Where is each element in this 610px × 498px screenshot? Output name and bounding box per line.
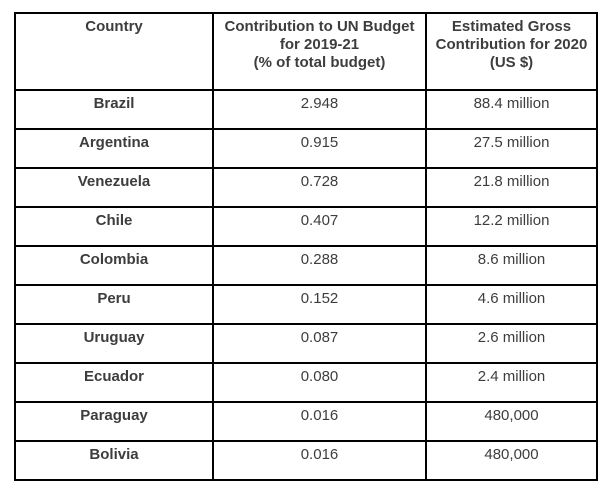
country-cell: Peru — [14, 284, 214, 325]
header-estimated-gross: Estimated Gross Contribution for 2020 (U… — [425, 12, 598, 91]
table-row: Peru 0.152 4.6 million — [14, 284, 598, 325]
country-cell: Paraguay — [14, 401, 214, 442]
contribution-cell: 0.915 — [212, 128, 427, 169]
estimated-gross-cell: 88.4 million — [425, 89, 598, 130]
estimated-gross-cell: 8.6 million — [425, 245, 598, 286]
header-country: Country — [14, 12, 214, 91]
estimated-gross-cell: 12.2 million — [425, 206, 598, 247]
contribution-cell: 0.728 — [212, 167, 427, 208]
estimated-gross-cell: 2.4 million — [425, 362, 598, 403]
country-cell: Bolivia — [14, 440, 214, 481]
estimated-gross-cell: 2.6 million — [425, 323, 598, 364]
estimated-gross-cell: 480,000 — [425, 440, 598, 481]
estimated-gross-cell: 480,000 — [425, 401, 598, 442]
country-cell: Colombia — [14, 245, 214, 286]
table-row: Uruguay 0.087 2.6 million — [14, 323, 598, 364]
table-row: Venezuela 0.728 21.8 million — [14, 167, 598, 208]
contribution-cell: 2.948 — [212, 89, 427, 130]
country-cell: Uruguay — [14, 323, 214, 364]
country-cell: Ecuador — [14, 362, 214, 403]
country-cell: Venezuela — [14, 167, 214, 208]
header-contribution: Contribution to UN Budget for 2019-21 (%… — [212, 12, 427, 91]
contribution-cell: 0.288 — [212, 245, 427, 286]
estimated-gross-cell: 27.5 million — [425, 128, 598, 169]
country-cell: Chile — [14, 206, 214, 247]
estimated-gross-cell: 4.6 million — [425, 284, 598, 325]
contribution-cell: 0.087 — [212, 323, 427, 364]
table-row: Colombia 0.288 8.6 million — [14, 245, 598, 286]
header-row: Country Contribution to UN Budget for 20… — [14, 12, 598, 91]
table-row: Bolivia 0.016 480,000 — [14, 440, 598, 481]
contribution-cell: 0.407 — [212, 206, 427, 247]
un-budget-contribution-table: Country Contribution to UN Budget for 20… — [14, 12, 598, 481]
country-cell: Brazil — [14, 89, 214, 130]
table-row: Brazil 2.948 88.4 million — [14, 89, 598, 130]
table-row: Chile 0.407 12.2 million — [14, 206, 598, 247]
country-cell: Argentina — [14, 128, 214, 169]
contribution-cell: 0.016 — [212, 401, 427, 442]
contribution-cell: 0.016 — [212, 440, 427, 481]
table-row: Paraguay 0.016 480,000 — [14, 401, 598, 442]
table-row: Ecuador 0.080 2.4 million — [14, 362, 598, 403]
estimated-gross-cell: 21.8 million — [425, 167, 598, 208]
table-row: Argentina 0.915 27.5 million — [14, 128, 598, 169]
contribution-cell: 0.080 — [212, 362, 427, 403]
contribution-cell: 0.152 — [212, 284, 427, 325]
